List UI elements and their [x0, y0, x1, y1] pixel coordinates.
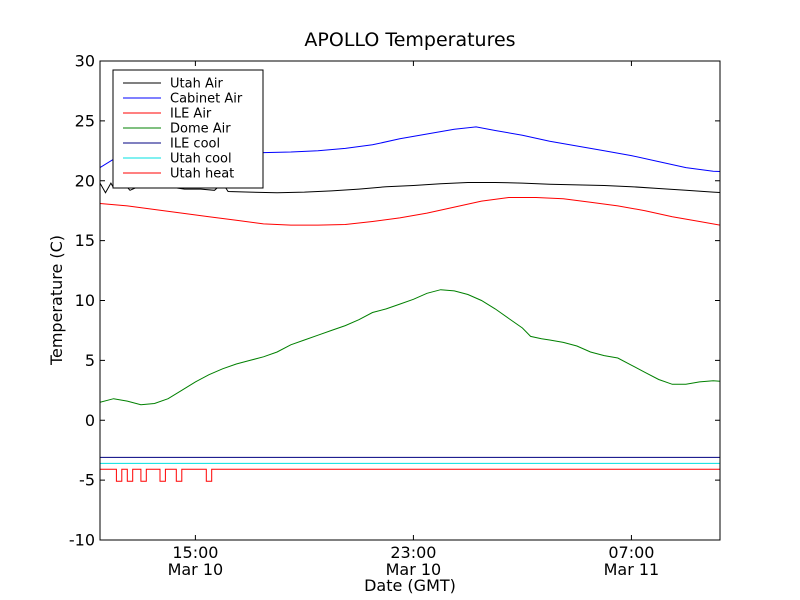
legend-label-ile-cool: ILE cool [170, 137, 220, 152]
series-line-dome-air [100, 289, 720, 406]
y-tick-label: 30 [75, 52, 95, 71]
y-tick-label: -10 [69, 531, 95, 550]
x-tick-time-label: 07:00 [608, 543, 654, 562]
legend-label-cabinet-air: Cabinet Air [170, 92, 243, 107]
x-tick-date-label: Mar 10 [168, 560, 224, 579]
y-tick-label: 20 [75, 171, 95, 190]
legend-label-utah-heat: Utah heat [170, 167, 234, 182]
legend-label-ile-air: ILE Air [170, 107, 212, 122]
chart-title: APOLLO Temperatures [304, 29, 515, 51]
y-axis-label: Temperature (C) [47, 235, 66, 366]
x-axis-label: Date (GMT) [364, 576, 456, 595]
y-tick-label: 10 [75, 291, 95, 310]
y-tick-label: 15 [75, 231, 95, 250]
x-tick-time-label: 15:00 [172, 543, 218, 562]
x-tick-date-label: Mar 11 [604, 560, 660, 579]
y-tick-label: 5 [85, 351, 95, 370]
y-tick-label: 25 [75, 111, 95, 130]
series-line-utah-heat [100, 468, 720, 482]
x-tick-date-label: Mar 10 [386, 560, 442, 579]
legend-label-dome-air: Dome Air [170, 122, 231, 137]
legend-label-utah-cool: Utah cool [170, 152, 232, 167]
legend-label-utah-air: Utah Air [170, 77, 223, 92]
series-line-ile-cool [100, 456, 720, 458]
legend-box [112, 69, 264, 189]
series-line-ile-air [100, 197, 720, 226]
y-tick-label: -5 [79, 471, 95, 490]
x-tick-time-label: 23:00 [390, 543, 436, 562]
y-tick-label: 0 [85, 411, 95, 430]
